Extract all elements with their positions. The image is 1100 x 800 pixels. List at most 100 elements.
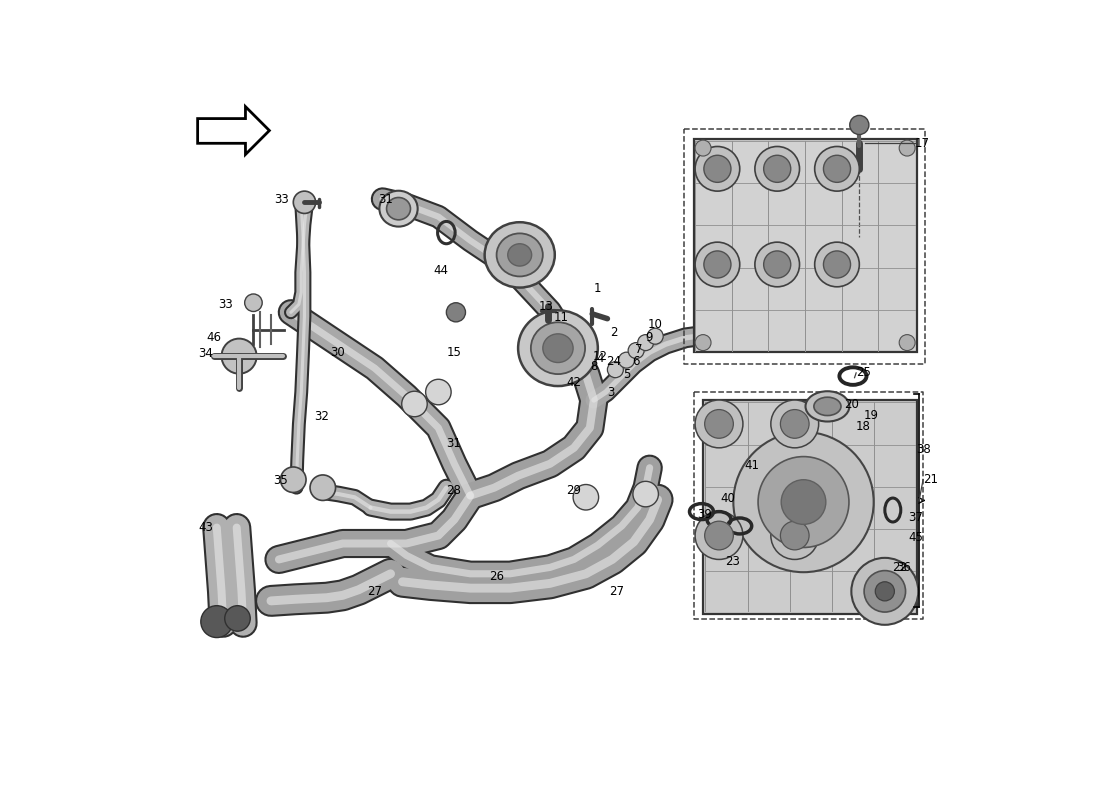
Text: 25: 25 [856, 366, 871, 379]
Circle shape [201, 606, 233, 638]
Text: 18: 18 [856, 420, 871, 433]
Circle shape [771, 512, 818, 559]
Text: 21: 21 [923, 474, 938, 486]
Text: 2: 2 [609, 326, 617, 338]
Text: 35: 35 [274, 474, 288, 487]
Circle shape [426, 379, 451, 405]
Text: 32: 32 [314, 410, 329, 423]
Text: 27: 27 [366, 585, 382, 598]
Text: 13: 13 [539, 300, 553, 314]
Polygon shape [703, 400, 916, 614]
Circle shape [899, 140, 915, 156]
Circle shape [758, 457, 849, 547]
Circle shape [780, 521, 810, 550]
Ellipse shape [805, 391, 849, 422]
Text: 38: 38 [916, 443, 931, 456]
Text: 7: 7 [636, 343, 642, 356]
Text: 44: 44 [433, 264, 449, 278]
Circle shape [695, 400, 743, 448]
Ellipse shape [518, 310, 597, 386]
Text: 33: 33 [219, 298, 233, 311]
Circle shape [294, 191, 316, 214]
Circle shape [695, 140, 711, 156]
Circle shape [573, 485, 598, 510]
Circle shape [244, 294, 262, 311]
Text: 40: 40 [720, 492, 736, 506]
Text: 45: 45 [908, 530, 923, 544]
Ellipse shape [496, 234, 542, 277]
Circle shape [695, 146, 739, 191]
Text: 37: 37 [908, 511, 923, 525]
Circle shape [638, 334, 653, 350]
Text: 36: 36 [896, 561, 911, 574]
Text: 28: 28 [447, 484, 461, 498]
Circle shape [221, 338, 256, 374]
Text: 30: 30 [330, 346, 344, 358]
Circle shape [402, 391, 427, 417]
Text: 15: 15 [447, 346, 461, 358]
Circle shape [695, 242, 739, 286]
Ellipse shape [542, 334, 573, 362]
Text: 24: 24 [606, 355, 621, 368]
Text: 34: 34 [198, 347, 213, 360]
Text: 17: 17 [915, 137, 931, 150]
Circle shape [705, 410, 734, 438]
Circle shape [781, 480, 826, 524]
Circle shape [704, 155, 732, 182]
Circle shape [851, 558, 918, 625]
Text: 4: 4 [596, 352, 604, 365]
Polygon shape [198, 106, 270, 154]
Ellipse shape [508, 244, 531, 266]
Circle shape [224, 606, 250, 631]
Polygon shape [693, 138, 916, 352]
Text: 3: 3 [607, 386, 615, 398]
Text: 1: 1 [594, 282, 602, 295]
Text: 12: 12 [593, 350, 608, 362]
Ellipse shape [386, 198, 410, 220]
Circle shape [310, 475, 336, 501]
Circle shape [705, 521, 734, 550]
Circle shape [755, 146, 800, 191]
Text: 31: 31 [447, 437, 461, 450]
Text: 29: 29 [565, 484, 581, 498]
Text: 43: 43 [198, 521, 213, 534]
Circle shape [865, 570, 905, 612]
Text: 8: 8 [591, 360, 598, 373]
Text: 5: 5 [624, 368, 630, 381]
Text: 31: 31 [377, 193, 393, 206]
Circle shape [704, 251, 732, 278]
Ellipse shape [485, 222, 554, 287]
Circle shape [899, 334, 915, 350]
Circle shape [607, 362, 624, 378]
Text: 22: 22 [892, 561, 907, 574]
Circle shape [780, 410, 810, 438]
Text: 26: 26 [490, 570, 505, 583]
Circle shape [815, 146, 859, 191]
Circle shape [824, 155, 850, 182]
Text: 39: 39 [696, 508, 712, 522]
Ellipse shape [814, 398, 842, 415]
Text: 11: 11 [553, 310, 569, 323]
Circle shape [734, 432, 873, 572]
Circle shape [755, 242, 800, 286]
Circle shape [280, 467, 306, 493]
Circle shape [628, 342, 645, 358]
Circle shape [695, 512, 743, 559]
Circle shape [632, 482, 659, 507]
Text: 20: 20 [844, 398, 859, 411]
Circle shape [447, 302, 465, 322]
Circle shape [771, 400, 818, 448]
Text: 42: 42 [565, 376, 581, 389]
Circle shape [695, 334, 711, 350]
Circle shape [647, 328, 663, 344]
Text: 6: 6 [632, 355, 639, 368]
Ellipse shape [379, 190, 418, 226]
Circle shape [618, 352, 635, 368]
Circle shape [876, 582, 894, 601]
Circle shape [824, 251, 850, 278]
Circle shape [815, 242, 859, 286]
Text: 27: 27 [609, 585, 624, 598]
Circle shape [763, 251, 791, 278]
Text: 10: 10 [648, 318, 663, 330]
Text: 41: 41 [745, 459, 759, 472]
